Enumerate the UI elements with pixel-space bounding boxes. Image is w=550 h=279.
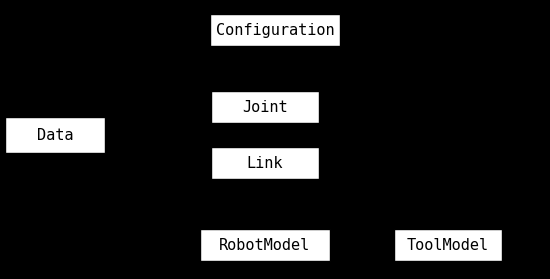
- FancyBboxPatch shape: [211, 91, 319, 123]
- FancyBboxPatch shape: [211, 147, 319, 179]
- FancyBboxPatch shape: [5, 117, 105, 153]
- FancyBboxPatch shape: [394, 229, 502, 261]
- Text: Data: Data: [37, 128, 73, 143]
- FancyBboxPatch shape: [200, 229, 330, 261]
- Text: Configuration: Configuration: [216, 23, 334, 37]
- Text: Link: Link: [247, 155, 283, 170]
- Text: RobotModel: RobotModel: [219, 237, 311, 252]
- FancyBboxPatch shape: [210, 14, 340, 46]
- Text: ToolModel: ToolModel: [407, 237, 489, 252]
- Text: Joint: Joint: [242, 100, 288, 114]
